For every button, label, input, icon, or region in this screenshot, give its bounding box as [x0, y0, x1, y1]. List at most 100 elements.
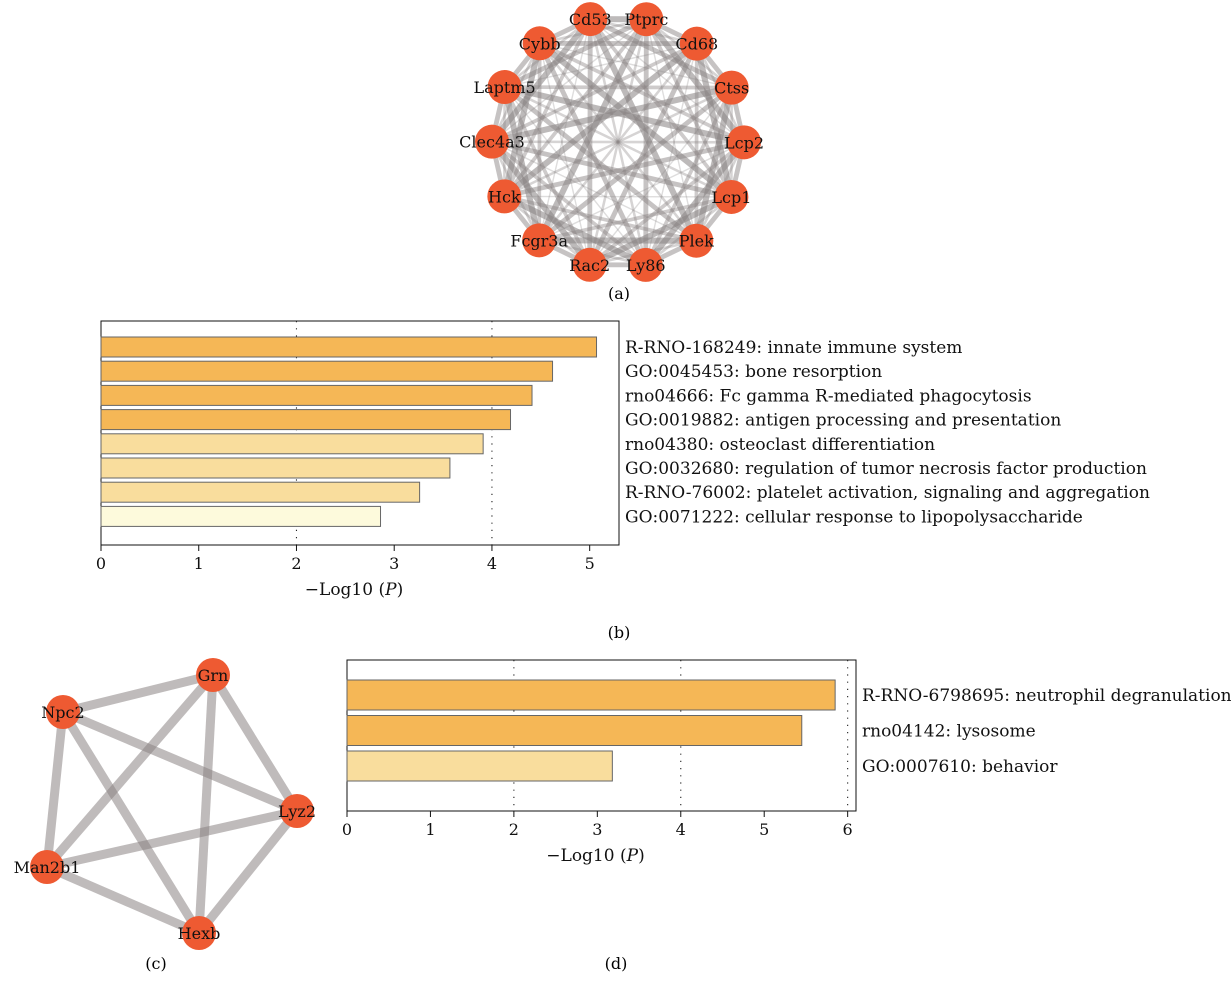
chart-d-xtick-label-5: 5 [759, 820, 769, 839]
chart-d-bar-1 [346, 679, 836, 711]
edge-hck-cybb [501, 42, 543, 198]
node-npc2: Npc2 [41, 695, 85, 729]
edge-lyz2-hexb [195, 808, 301, 936]
chart-d-xtick-label-0: 0 [342, 820, 352, 839]
edge-hexb-man2b1 [45, 862, 201, 938]
edge-ptprc-rac2 [588, 18, 648, 266]
chart-d-x-axis-label-var: P [626, 846, 639, 866]
node-circle-ptprc [629, 2, 664, 37]
node-laptm5: Laptm5 [474, 70, 536, 105]
node-cd68: Cd68 [675, 26, 718, 61]
chart-b-bar-2 [100, 360, 554, 382]
edge-ly86-cd53 [589, 18, 647, 266]
node-circle-ctss [714, 70, 749, 105]
chart-d-category-label-2: rno04142: lysosome [862, 722, 1036, 742]
chart-b-xtick-label-1: 1 [194, 554, 204, 573]
node-label-ptprc: Ptprc [624, 10, 668, 29]
node-circle-lyz2 [280, 794, 314, 828]
node-circle-man2b1 [30, 850, 64, 884]
node-label-rac2: Rac2 [569, 256, 610, 275]
node-ptprc: Ptprc [624, 2, 668, 37]
chart-d-xtick-label-4: 4 [676, 820, 686, 839]
edge-lcp2-rac2 [588, 140, 746, 267]
node-circle-cybb [522, 26, 557, 61]
chart-d-category-label-3: GO:0007610: behavior [862, 757, 1058, 777]
chart-b-bar-8 [100, 505, 382, 527]
edge-rac2-cybb [539, 43, 591, 265]
chart-b-category-label-2: GO:0045453: bone resorption [625, 362, 882, 382]
node-cybb: Cybb [519, 26, 561, 61]
edge-grn-lyz2 [209, 672, 301, 814]
node-label-plek: Plek [679, 232, 714, 251]
node-label-lyz2: Lyz2 [278, 802, 316, 821]
node-ctss: Ctss [714, 70, 749, 105]
edge-rac2-cd53 [587, 19, 593, 265]
edge-man2b1-npc2 [42, 711, 68, 868]
network-c-edges [42, 670, 301, 938]
chart-d-bar-3 [346, 750, 613, 782]
edge-grn-man2b1 [43, 672, 217, 870]
edge-grn-npc2 [61, 670, 215, 717]
edge-ptprc-clec4a3 [491, 18, 647, 143]
panel-c-network: Grn Lyz2 Hexb Man2b1 Npc2 [14, 658, 316, 950]
node-label-lcp1: Lcp1 [711, 188, 751, 207]
network-a-edges [489, 16, 747, 268]
node-label-cd53: Cd53 [569, 10, 612, 29]
node-label-laptm5: Laptm5 [474, 78, 536, 97]
node-circle-lcp1 [714, 179, 749, 214]
edge-lcp1-laptm5 [504, 85, 732, 199]
edge-lcp1-fcgr3a [538, 195, 732, 243]
chart-b-category-label-5: rno04380: osteoclast differentiation [625, 435, 935, 455]
chart-d-x-axis-label-suffix: ) [638, 846, 645, 866]
node-circle-grn [196, 658, 230, 692]
node-clec4a3: Clec4a3 [459, 124, 525, 159]
chart-d-category-label-1: R-RNO-6798695: neutrophil degranulation [862, 686, 1231, 706]
edge-lyz2-man2b1 [46, 806, 298, 872]
node-grn: Grn [196, 658, 230, 692]
edge-lcp2-fcgr3a [538, 141, 745, 241]
node-circle-laptm5 [487, 70, 522, 105]
chart-b-x-axis-label: −Log10 (P) [305, 580, 403, 600]
edge-rac2-clec4a3 [489, 139, 593, 267]
edge-plek-hck [503, 194, 697, 243]
chart-b-category-label-8: GO:0071222: cellular response to lipopol… [625, 507, 1083, 527]
edge-hck-cd53 [502, 18, 592, 198]
node-label-ly86: Ly86 [626, 256, 666, 275]
edge-lcp2-hck [503, 139, 745, 199]
edge-lcp1-rac2 [588, 194, 733, 268]
panel-label-a: (a) [608, 284, 630, 303]
node-label-hexb: Hexb [178, 924, 221, 943]
node-circle-ly86 [628, 247, 663, 282]
edge-ctss-laptm5 [504, 85, 732, 90]
edge-lcp1-cd53 [588, 17, 733, 199]
edge-cd68-clec4a3 [491, 42, 698, 144]
chart-d-xtick-label-3: 3 [592, 820, 602, 839]
chart-b-category-label-7: R-RNO-76002: platelet activation, signal… [625, 483, 1150, 503]
node-label-cd68: Cd68 [675, 35, 718, 54]
node-rac2: Rac2 [569, 247, 610, 282]
node-lcp1: Lcp1 [711, 179, 751, 214]
chart-b-bar-6 [100, 457, 451, 479]
edge-ctss-plek [693, 86, 735, 242]
chart-b-category-label-4: GO:0019882: antigen processing and prese… [625, 411, 1061, 431]
edge-fcgr3a-laptm5 [501, 86, 543, 241]
edge-ptprc-lcp2 [643, 17, 747, 145]
node-label-npc2: Npc2 [41, 703, 84, 722]
edge-lcp2-ly86 [643, 140, 747, 267]
edge-ly86-cybb [537, 42, 648, 266]
node-label-hck: Hck [488, 187, 521, 206]
edge-plek-laptm5 [503, 85, 698, 243]
node-circle-rac2 [572, 247, 607, 282]
node-circle-hck [487, 179, 522, 214]
chart-d-xtick-label-2: 2 [509, 820, 519, 839]
node-cd53: Cd53 [569, 2, 612, 37]
node-circle-clec4a3 [475, 124, 510, 159]
chart-b-xtick-label-2: 2 [291, 554, 301, 573]
edge-cd68-lcp1 [693, 43, 735, 198]
node-circle-hexb [182, 916, 216, 950]
edge-cd68-rac2 [587, 42, 699, 266]
edge-ptprc-lcp1 [644, 18, 734, 198]
node-label-ctss: Ctss [714, 79, 749, 98]
chart-b-category-label-1: R-RNO-168249: innate immune system [625, 338, 962, 358]
